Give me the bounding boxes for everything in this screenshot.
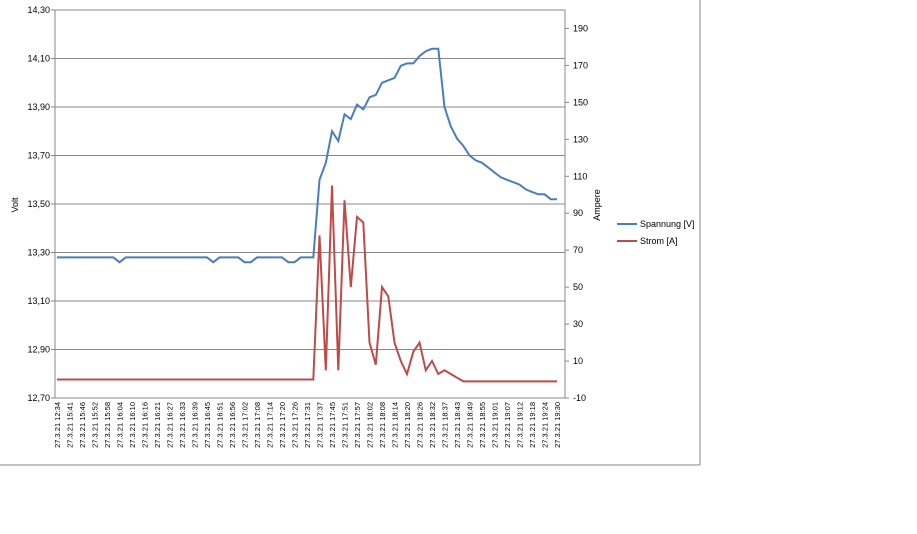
y2-tick-label: 10	[573, 356, 583, 366]
x-tick-label: 27.3.21 15:41	[66, 402, 75, 448]
x-tick-label: 27.3.21 15:58	[103, 402, 112, 448]
x-tick-label: 27.3.21 19:24	[541, 402, 550, 448]
x-tick-label: 27.3.21 18:43	[453, 402, 462, 448]
x-tick-label: 27.3.21 17:51	[341, 402, 350, 448]
x-tick-label: 27.3.21 16:16	[141, 402, 150, 448]
x-tick-label: 27.3.21 16:04	[116, 402, 125, 448]
x-tick-label: 27.3.21 16:21	[153, 402, 162, 448]
x-tick-label: 27.3.21 18:08	[378, 402, 387, 448]
y-tick-label: 13,10	[27, 296, 50, 306]
x-tick-label: 27.3.21 18:49	[466, 402, 475, 448]
y-tick-label: 14,30	[27, 5, 50, 15]
y-tick-label: 13,70	[27, 151, 50, 161]
y-axis-title: Volt	[10, 197, 20, 213]
legend-label: Spannung [V]	[640, 219, 695, 229]
y2-tick-label: 110	[573, 171, 587, 181]
x-tick-label: 27.3.21 16:33	[178, 402, 187, 448]
x-tick-label: 27.3.21 19:18	[528, 402, 537, 448]
x-tick-label: 27.3.21 18:26	[416, 402, 425, 448]
x-tick-label: 27.3.21 18:14	[391, 402, 400, 448]
x-tick-label: 27.3.21 16:51	[216, 402, 225, 448]
x-tick-label: 27.3.21 17:20	[278, 402, 287, 448]
x-tick-label: 27.3.21 18:32	[428, 402, 437, 448]
x-tick-label: 27.3.21 17:14	[266, 402, 275, 448]
x-tick-label: 27.3.21 17:08	[253, 402, 262, 448]
x-tick-label: 27.3.21 19:01	[491, 402, 500, 448]
x-tick-label: 27.3.21 18:02	[366, 402, 375, 448]
y2-tick-label: 150	[573, 97, 588, 107]
x-tick-label: 27.3.21 16:39	[191, 402, 200, 448]
x-tick-label: 27.3.21 19:30	[553, 402, 562, 448]
x-tick-label: 27.3.21 16:45	[203, 402, 212, 448]
y-tick-label: 14,10	[27, 54, 50, 64]
x-tick-label: 27.3.21 15:46	[78, 402, 87, 448]
x-tick-label: 27.3.21 16:27	[166, 402, 175, 448]
y2-tick-label: -10	[573, 393, 586, 403]
x-tick-label: 27.3.21 18:20	[403, 402, 412, 448]
y-tick-label: 12,90	[27, 345, 50, 355]
x-tick-label: 27.3.21 18:37	[441, 402, 450, 448]
x-tick-label: 27.3.21 17:26	[291, 402, 300, 448]
x-tick-label: 27.3.21 19:07	[503, 402, 512, 448]
legend-label: Strom [A]	[640, 236, 678, 246]
x-tick-label: 27.3.21 18:55	[478, 402, 487, 448]
y2-axis-title: Ampere	[592, 189, 602, 221]
y2-tick-label: 70	[573, 245, 583, 255]
series-line	[57, 185, 557, 383]
x-tick-label: 27.3.21 15:52	[91, 402, 100, 448]
y2-tick-label: 190	[573, 23, 588, 33]
y2-tick-label: 170	[573, 60, 588, 70]
y-tick-label: 12,70	[27, 393, 50, 403]
x-tick-label: 27.3.21 16:10	[128, 402, 137, 448]
x-tick-label: 27.3.21 17:57	[353, 402, 362, 448]
x-tick-label: 27.3.21 17:37	[316, 402, 325, 448]
y2-tick-label: 50	[573, 282, 583, 292]
series-line	[57, 47, 557, 264]
x-tick-label: 27.3.21 17:02	[241, 402, 250, 448]
y-tick-label: 13,50	[27, 199, 50, 209]
x-tick-label: 27.3.21 12:34	[53, 402, 62, 448]
y2-tick-label: 130	[573, 134, 588, 144]
x-tick-label: 27.3.21 17:31	[303, 402, 312, 448]
y-tick-label: 13,90	[27, 102, 50, 112]
x-tick-label: 27.3.21 19:12	[516, 402, 525, 448]
x-tick-label: 27.3.21 17:45	[328, 402, 337, 448]
y2-tick-label: 30	[573, 319, 583, 329]
y-tick-label: 13,30	[27, 248, 50, 258]
x-tick-label: 27.3.21 16:56	[228, 402, 237, 448]
y2-tick-label: 90	[573, 208, 583, 218]
